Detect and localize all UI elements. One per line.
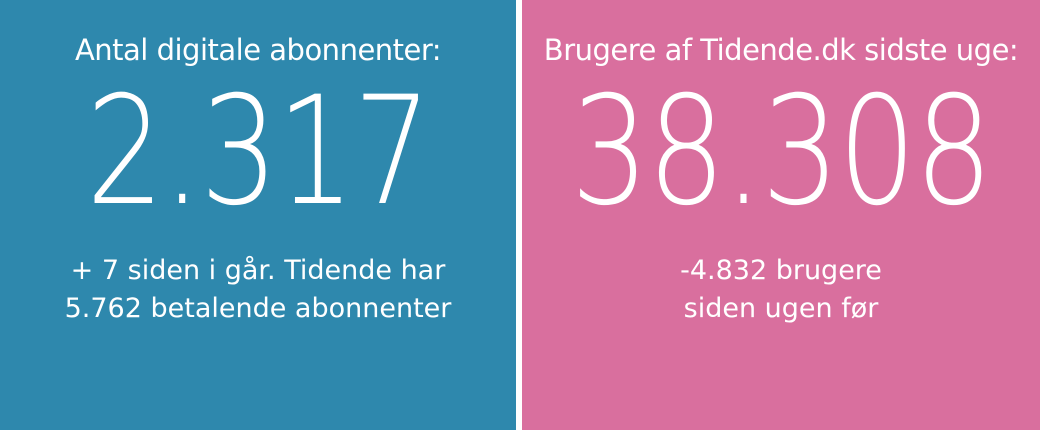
digital-subscribers-detail-line-2: 5.762 betalende abonnenter xyxy=(64,293,452,324)
digital-subscribers-detail: + 7 siden i går. Tidende har 5.762 betal… xyxy=(0,252,516,328)
weekly-users-panel: Brugere af Tidende.dk sidste uge: 38.308… xyxy=(522,0,1040,430)
weekly-users-detail: -4.832 brugere siden ugen før xyxy=(522,252,1040,328)
weekly-users-count: 38.308 xyxy=(570,65,993,239)
digital-subscribers-panel: Antal digitale abonnenter: 2.317 + 7 sid… xyxy=(0,0,516,430)
weekly-users-detail-line-2: siden ugen før xyxy=(683,293,879,324)
weekly-users-detail-line-1: -4.832 brugere xyxy=(680,255,882,286)
digital-subscribers-detail-line-1: + 7 siden i går. Tidende har xyxy=(70,255,446,286)
digital-subscribers-count: 2.317 xyxy=(86,65,432,239)
digital-subscribers-label: Antal digitale abonnenter: xyxy=(74,33,442,67)
weekly-users-label: Brugere af Tidende.dk sidste uge: xyxy=(543,33,1019,67)
